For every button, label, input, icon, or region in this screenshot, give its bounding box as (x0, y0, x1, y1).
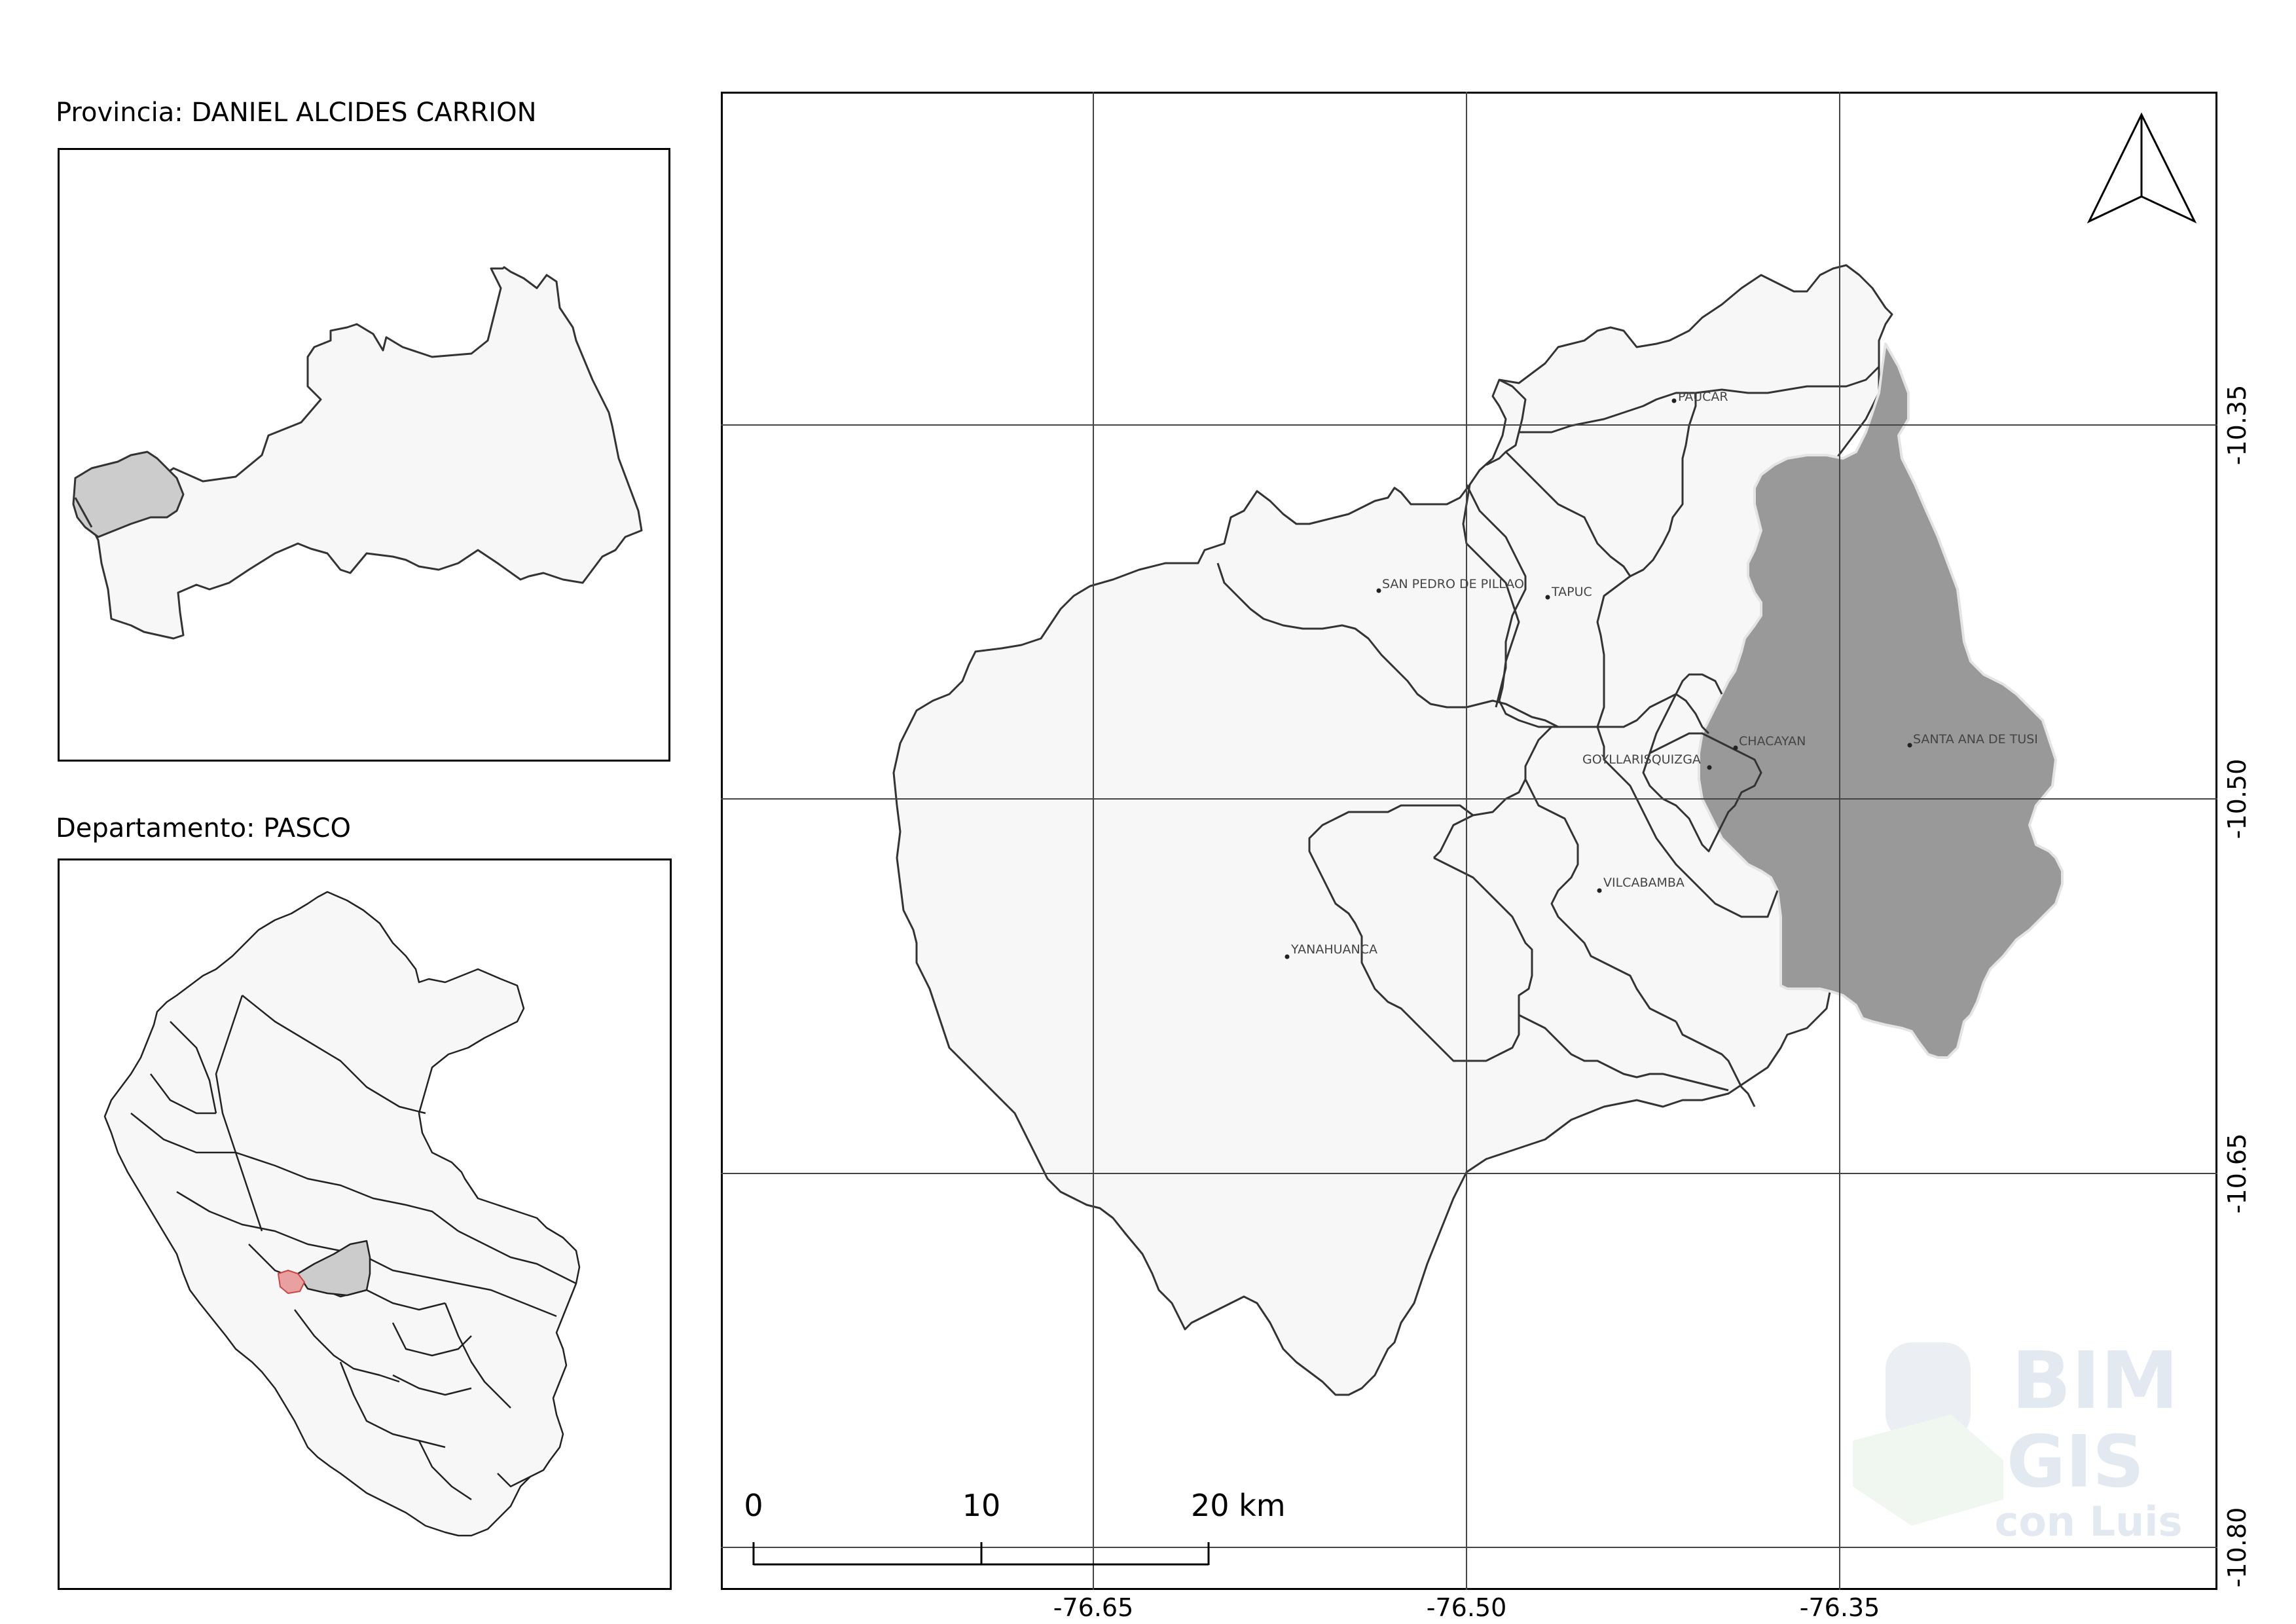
town-label-san-pedro-de-pillao: SAN PEDRO DE PILLAO (1382, 577, 1524, 591)
scale-label-10: 10 (962, 1488, 1001, 1523)
inset-pasco-highlight (297, 1240, 371, 1297)
lat-label-1: -10.35 (2223, 385, 2251, 466)
watermark-text-2: GIS (2007, 1420, 2144, 1504)
town-santa-ana-de-tusi: SANTA ANA DE TUSI (1907, 732, 2038, 748)
inset-province-outline (90, 266, 643, 640)
district-santa-ana-de-tusi (1698, 342, 2064, 1059)
watermark-text-1: BIM (2011, 1336, 2179, 1427)
town-label-paucar: PAUCAR (1678, 390, 1728, 404)
scale-label-0: 0 (744, 1488, 763, 1523)
north-arrow-icon (2086, 112, 2197, 224)
main-map (892, 264, 2064, 1396)
scale-bar: 0 10 20 km (744, 1488, 1286, 1566)
town-goyllarisquizga: GOYLLARISQUIZGA (1582, 752, 1712, 770)
town-paucar: PAUCAR (1671, 390, 1728, 404)
scale-label-20: 20 km (1191, 1488, 1286, 1523)
town-labels: PAUCAR SAN PEDRO DE PILLAO TAPUC CHACAYA… (1285, 390, 2038, 959)
lat-label-3: -10.65 (2223, 1134, 2251, 1214)
town-label-goyllarisquizga: GOYLLARISQUIZGA (1582, 752, 1701, 767)
town-label-yanahuanca: YANAHUANCA (1290, 942, 1377, 957)
town-label-santa-ana-de-tusi: SANTA ANA DE TUSI (1913, 732, 2038, 747)
town-san-pedro-de-pillao: SAN PEDRO DE PILLAO (1376, 577, 1524, 593)
graticule (721, 92, 2217, 1590)
inset-province-highlight (72, 451, 185, 538)
watermark-logo: BIM GIS con Luis (1853, 1336, 2182, 1545)
town-yanahuanca: YANAHUANCA (1285, 942, 1377, 959)
lon-label-1: -76.65 (1053, 1593, 1134, 1622)
town-label-tapuc: TAPUC (1551, 585, 1592, 599)
inset-department-title: Departamento: PASCO (56, 813, 351, 843)
longitude-labels: -76.65 -76.50 -76.35 (1053, 1593, 1880, 1622)
town-label-vilcabamba: VILCABAMBA (1603, 876, 1685, 890)
watermark-box-icon (1853, 1414, 2003, 1526)
town-tapuc: TAPUC (1545, 585, 1592, 600)
lon-label-2: -76.50 (1427, 1593, 1507, 1622)
latitude-labels: -10.35 -10.50 -10.65 -10.80 (2223, 385, 2251, 1588)
inset-province-map (72, 266, 643, 640)
lat-label-2: -10.50 (2223, 759, 2251, 840)
lat-label-4: -10.80 (2223, 1507, 2251, 1588)
town-label-chacayan: CHACAYAN (1739, 734, 1806, 748)
town-chacayan: CHACAYAN (1733, 734, 1806, 750)
inset-department-map (103, 891, 581, 1537)
watermark-text-3: con Luis (1995, 1498, 2183, 1545)
town-vilcabamba: VILCABAMBA (1597, 876, 1685, 893)
inset-peru-outline (103, 891, 581, 1537)
lon-label-3: -76.35 (1800, 1593, 1880, 1622)
inset-province-title: Provincia: DANIEL ALCIDES CARRION (56, 98, 537, 128)
inset-province-highlight-red (278, 1270, 305, 1294)
